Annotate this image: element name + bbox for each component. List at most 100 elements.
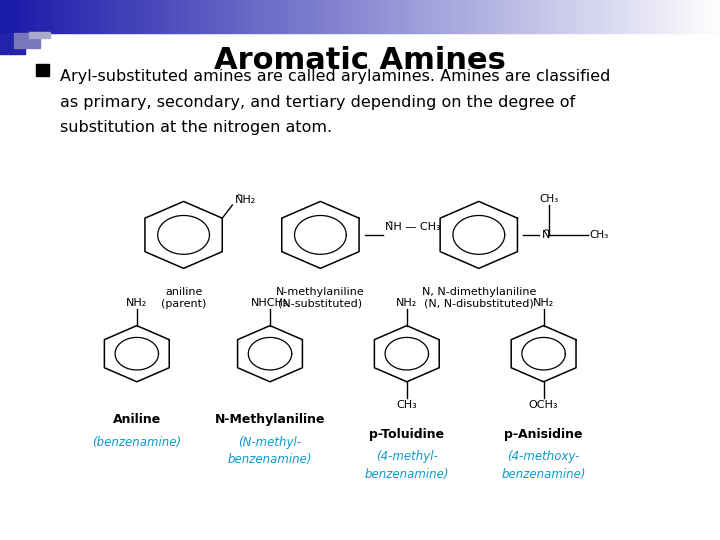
Bar (333, 0, 343, 33)
Bar (684, 0, 694, 33)
Bar (0, 0, 11, 33)
Bar (243, 0, 253, 33)
Bar (693, 0, 703, 33)
Bar (423, 0, 433, 33)
Bar (540, 0, 550, 33)
Bar (63, 0, 73, 33)
Text: CH₃: CH₃ (539, 194, 558, 204)
Bar (90, 0, 101, 33)
Text: ÑH₂: ÑH₂ (235, 195, 256, 205)
Bar (306, 0, 317, 33)
Bar (441, 0, 451, 33)
Bar (18, 0, 29, 33)
Bar (162, 0, 173, 33)
Bar (477, 0, 487, 33)
Text: ÑH — CH₃: ÑH — CH₃ (385, 222, 441, 232)
Bar (432, 0, 442, 33)
Bar (675, 0, 685, 33)
Bar (594, 0, 604, 33)
Text: (benzenamine): (benzenamine) (92, 436, 181, 449)
Bar (603, 0, 613, 33)
Text: N-methylaniline
(N-substituted): N-methylaniline (N-substituted) (276, 287, 365, 309)
Bar (108, 0, 119, 33)
Bar (72, 0, 82, 33)
Bar (315, 0, 325, 33)
Bar (585, 0, 595, 33)
Bar (144, 0, 154, 33)
Bar (369, 0, 379, 33)
Bar (135, 0, 145, 33)
Text: aniline
(parent): aniline (parent) (161, 287, 207, 309)
Bar (297, 0, 307, 33)
Bar (450, 0, 461, 33)
Bar (702, 0, 712, 33)
Text: (4-methoxy-: (4-methoxy- (508, 450, 580, 463)
Bar (549, 0, 559, 33)
Bar (27, 0, 37, 33)
Bar (81, 0, 91, 33)
Bar (558, 0, 569, 33)
Text: N-Methylaniline: N-Methylaniline (215, 413, 325, 426)
Bar (180, 0, 190, 33)
Text: N, N-dimethylaniline
(N, N-disubstituted): N, N-dimethylaniline (N, N-disubstituted… (422, 287, 536, 309)
Bar (288, 0, 299, 33)
Text: Aryl-substituted amines are called arylamines. Amines are classified: Aryl-substituted amines are called aryla… (60, 69, 610, 84)
Bar (486, 0, 497, 33)
Text: NH₂: NH₂ (126, 298, 148, 308)
Bar (342, 0, 353, 33)
Bar (495, 0, 505, 33)
Bar (513, 0, 523, 33)
Bar (612, 0, 622, 33)
Bar (0, 33, 25, 54)
Bar (171, 0, 181, 33)
Bar (216, 0, 226, 33)
Bar (414, 0, 424, 33)
Bar (711, 0, 720, 33)
Text: CH₃: CH₃ (397, 400, 417, 410)
Text: Aromatic Amines: Aromatic Amines (214, 46, 506, 75)
Bar (351, 0, 361, 33)
Bar (225, 0, 235, 33)
Text: benzenamine): benzenamine) (364, 468, 449, 481)
Bar (279, 0, 289, 33)
Bar (36, 64, 49, 76)
Bar (648, 0, 658, 33)
Text: OCH₃: OCH₃ (529, 400, 558, 410)
Bar (45, 0, 55, 33)
Bar (126, 0, 137, 33)
Text: (4-methyl-: (4-methyl- (376, 450, 438, 463)
Bar (261, 0, 271, 33)
Text: (N-methyl-: (N-methyl- (238, 436, 302, 449)
Text: benzenamine): benzenamine) (228, 453, 312, 466)
Bar (522, 0, 532, 33)
Text: NHCH₃: NHCH₃ (251, 298, 289, 308)
Text: p-Anisidine: p-Anisidine (504, 428, 583, 441)
Bar (9, 0, 19, 33)
Bar (387, 0, 397, 33)
Bar (270, 0, 281, 33)
Bar (117, 0, 127, 33)
Bar (36, 0, 46, 33)
Text: Ñ: Ñ (541, 230, 550, 240)
Bar (324, 0, 334, 33)
Bar (666, 0, 677, 33)
Text: substitution at the nitrogen atom.: substitution at the nitrogen atom. (60, 120, 332, 136)
Bar (234, 0, 245, 33)
Text: Aniline: Aniline (112, 413, 161, 426)
Bar (504, 0, 514, 33)
Text: NH₂: NH₂ (396, 298, 418, 308)
Text: NH₂: NH₂ (533, 298, 554, 308)
Bar (639, 0, 649, 33)
Bar (14, 33, 40, 48)
Bar (153, 0, 163, 33)
Bar (189, 0, 199, 33)
Text: benzenamine): benzenamine) (501, 468, 586, 481)
Bar (459, 0, 469, 33)
Bar (99, 0, 109, 33)
Bar (54, 0, 65, 33)
Text: CH₃: CH₃ (590, 230, 609, 240)
Bar (29, 32, 50, 38)
Bar (531, 0, 541, 33)
Bar (576, 0, 586, 33)
Bar (405, 0, 415, 33)
